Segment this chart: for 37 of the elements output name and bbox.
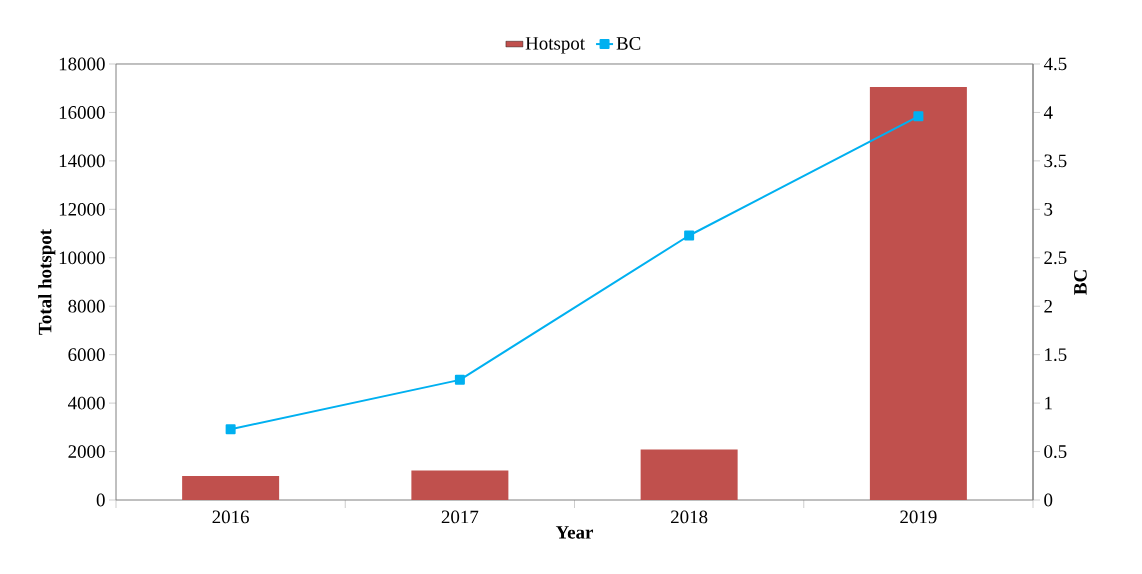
y2-tick-label: 0 [1044,493,1053,507]
bar [869,87,967,500]
y2-tick-label: 1 [1045,396,1052,410]
bar [640,449,738,500]
point [913,111,924,122]
y2-tick-label: 2 [1044,299,1052,313]
x-tick-label: 2019 [900,510,937,524]
y2-tick-label: 1.5 [1045,348,1067,362]
y2-tick-label: 2.5 [1044,251,1067,265]
y2-axis-title: BC [1074,270,1087,295]
y-tick-label: 14000 [59,154,105,168]
x-tick-label: 2016 [212,510,249,524]
x-tick-label: 2018 [671,510,708,524]
y-axis-title: Total hotspot [38,229,56,335]
y2-tick-label: 0.5 [1044,445,1067,458]
bar [182,476,280,500]
y2-tick-label: 4 [1043,106,1053,119]
y-tick-label: 8000 [68,299,105,313]
legend-label: Hotspot [525,37,585,54]
y-tick-label: 6000 [68,348,105,362]
x-axis-title: Year [555,526,594,539]
y-tick-label: 4000 [68,396,105,410]
y-tick-label: 16000 [59,106,105,119]
bar [411,470,509,500]
x-tick-label: 2017 [441,510,479,524]
y-tick-label: 12000 [59,202,105,216]
y2-tick-label: 3.5 [1044,154,1067,168]
y2-tick-label: 4.5 [1043,57,1067,71]
point [454,374,465,385]
y-tick-label: 2000 [68,445,105,458]
y-tick-label: 18000 [59,57,105,71]
point [225,424,236,435]
legend-label: BC [616,37,641,50]
point [684,230,695,241]
y-tick-label: 10000 [59,251,105,265]
y-tick-label: 0 [96,493,105,507]
y2-tick-label: 3 [1044,202,1053,216]
